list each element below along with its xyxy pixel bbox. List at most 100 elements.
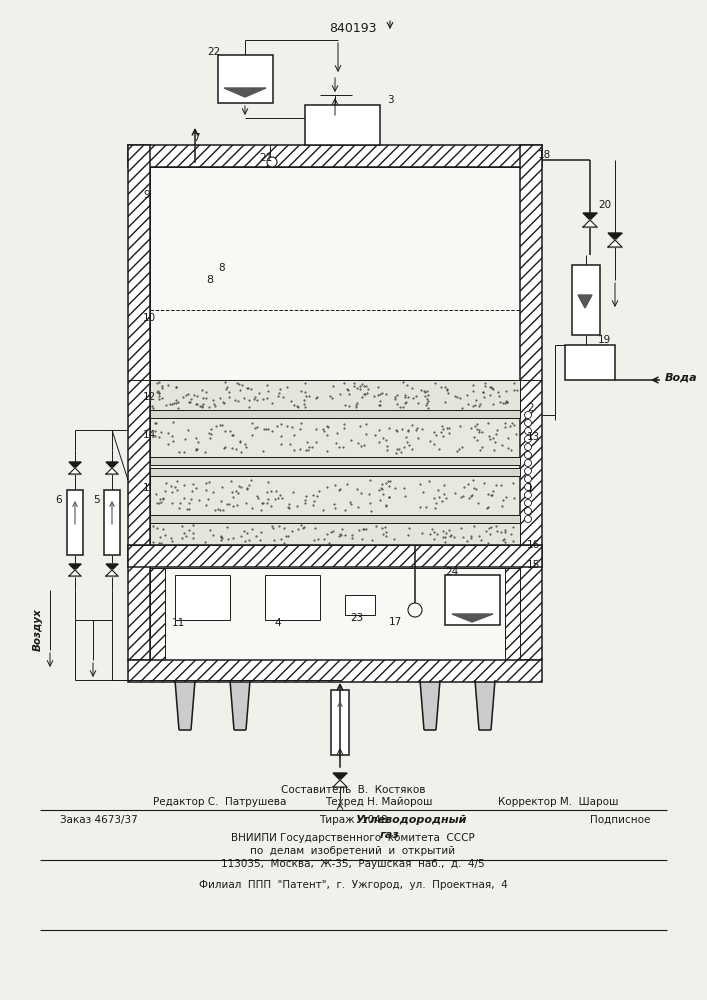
Text: 15: 15 [527,560,540,570]
Bar [572,265,600,335]
Bar [150,167,520,380]
Polygon shape [106,468,118,474]
Polygon shape [175,680,195,730]
Text: 13: 13 [527,432,540,442]
Text: 3: 3 [387,95,393,105]
Text: 20: 20 [598,200,611,210]
Bar [150,457,520,465]
Bar [128,660,542,682]
Polygon shape [230,680,250,730]
Text: 22: 22 [207,47,221,57]
Bar [345,595,375,615]
Polygon shape [69,564,81,570]
Circle shape [267,157,277,167]
Text: Углеводородный: Углеводородный [355,815,467,825]
Text: 11: 11 [171,618,185,628]
Circle shape [525,476,532,483]
Text: 14: 14 [143,430,156,440]
Circle shape [525,420,532,426]
Text: 12: 12 [143,392,156,402]
Text: Филиал  ППП  "Патент",  г.  Ужгород,  ул.  Проектная,  4: Филиал ППП "Патент", г. Ужгород, ул. Про… [199,880,508,890]
Polygon shape [106,462,118,468]
Bar [150,568,520,660]
Bar [265,575,320,620]
Text: 8: 8 [218,263,225,273]
Polygon shape [106,570,118,576]
Text: 9: 9 [143,190,150,200]
Polygon shape [608,233,622,240]
Polygon shape [452,614,493,622]
Circle shape [525,491,532,498]
Text: Составитель  В.  Костяков: Составитель В. Костяков [281,785,425,795]
Text: 17: 17 [388,617,402,627]
Text: 24: 24 [445,567,459,577]
Text: ВНИИПИ Государственного  комитета  СССР: ВНИИПИ Государственного комитета СССР [231,833,475,843]
Bar [505,568,520,660]
Bar [150,418,520,457]
Text: Тираж  1048: Тираж 1048 [319,815,387,825]
Bar [565,345,615,380]
Text: 10: 10 [143,313,156,323]
Text: 5: 5 [93,495,100,505]
Polygon shape [69,570,81,576]
Circle shape [525,484,532,490]
Circle shape [525,428,532,434]
Text: Подписное: Подписное [590,815,650,825]
Text: 8: 8 [206,275,214,285]
Bar [150,523,520,545]
Bar [218,55,273,103]
Polygon shape [578,295,592,308]
Bar [520,145,542,660]
Polygon shape [475,680,495,730]
Text: 4: 4 [275,618,281,628]
Bar [67,490,83,555]
Text: Редактор С.  Патрушева: Редактор С. Патрушева [153,797,286,807]
Bar [150,515,520,523]
Circle shape [525,499,532,506]
Polygon shape [224,88,266,97]
Bar [128,545,542,567]
Text: 6: 6 [55,495,62,505]
Bar [150,380,520,410]
Polygon shape [69,462,81,468]
Text: Заказ 4673/37: Заказ 4673/37 [60,815,138,825]
Polygon shape [583,213,597,220]
Bar [128,145,542,167]
Text: 2: 2 [527,403,534,413]
Text: по  делам  изобретений  и  открытий: по делам изобретений и открытий [250,846,455,856]
Text: 19: 19 [598,335,612,345]
Polygon shape [608,240,622,247]
Text: Техред Н. Майорош: Техред Н. Майорош [325,797,433,807]
Bar [150,468,520,476]
Text: 23: 23 [351,613,363,623]
Polygon shape [333,773,347,780]
Circle shape [525,468,532,475]
Polygon shape [106,564,118,570]
Bar [150,476,520,515]
Circle shape [525,444,532,450]
Bar [331,690,349,755]
Bar [128,145,150,660]
Text: 1: 1 [527,483,534,493]
Circle shape [525,436,532,442]
Text: 840193: 840193 [329,21,377,34]
Bar [445,575,500,625]
Text: газ: газ [380,830,400,840]
Circle shape [525,460,532,466]
Text: 18: 18 [538,150,551,160]
Text: 21: 21 [259,153,273,163]
Polygon shape [583,220,597,227]
Circle shape [525,516,532,522]
Text: Воздух: Воздух [33,609,43,651]
Text: 16: 16 [527,540,540,550]
Polygon shape [420,680,440,730]
Polygon shape [69,468,81,474]
Bar [305,105,380,145]
Text: 7: 7 [193,133,199,143]
Bar [175,575,230,620]
Text: 1: 1 [143,483,150,493]
Circle shape [525,508,532,514]
Bar [104,490,120,555]
Bar [150,568,165,660]
Circle shape [408,603,422,617]
